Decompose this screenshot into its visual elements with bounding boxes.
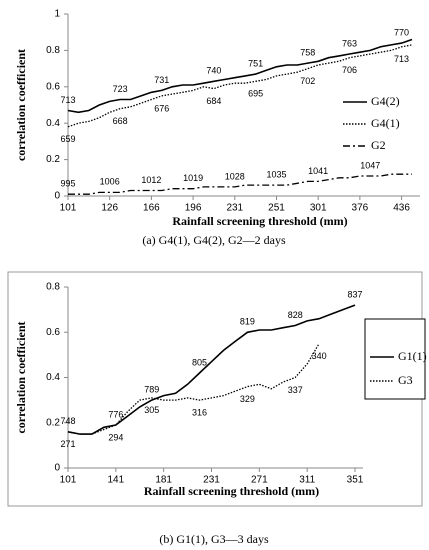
point-label: 340: [312, 351, 327, 361]
y-tick-label: 1: [54, 9, 60, 20]
y-tick-label: 0.2: [46, 154, 60, 165]
y-tick-label: 0.4: [46, 118, 60, 129]
y-tick-label: 0.6: [46, 81, 60, 92]
point-label: 776: [108, 409, 123, 419]
point-label: 731: [154, 75, 169, 85]
x-tick-label: 251: [268, 203, 285, 214]
y-tick-label: 0.2: [46, 417, 60, 428]
series-line: [67, 44, 413, 128]
point-label: 828: [288, 310, 303, 320]
point-label: 758: [300, 48, 315, 58]
point-label: 748: [60, 416, 75, 426]
point-label: 723: [113, 84, 128, 94]
series-line: [68, 173, 412, 195]
y-axis-title: correlation coefficient: [14, 321, 28, 433]
x-tick-label: 311: [299, 475, 315, 486]
point-label: 659: [60, 134, 75, 144]
point-label: 1047: [360, 160, 380, 170]
x-tick-label: 436: [393, 203, 410, 214]
point-label: 713: [60, 95, 75, 105]
point-label: 1041: [308, 166, 328, 176]
x-tick-label: 301: [310, 203, 327, 214]
point-label: 1028: [225, 171, 245, 181]
point-label: 763: [342, 38, 357, 48]
point-label: 695: [248, 89, 263, 99]
point-label: 819: [240, 317, 255, 327]
point-label: 995: [60, 179, 75, 189]
x-tick-label: 101: [60, 475, 77, 486]
x-tick-label: 376: [352, 203, 369, 214]
chart-frame: [7, 271, 423, 507]
legend-label: G4(2): [371, 94, 400, 108]
caption: (a) G4(1), G4(2), G2—2 days: [142, 233, 286, 247]
series-line: [67, 38, 413, 114]
y-tick-label: 0: [54, 463, 60, 474]
x-tick-label: 101: [60, 203, 77, 214]
legend-label: G3: [398, 373, 413, 387]
point-label: 305: [144, 405, 159, 415]
point-label: 668: [113, 116, 128, 126]
point-label: 271: [60, 439, 75, 449]
point-label: 294: [108, 432, 123, 442]
point-label: 837: [347, 289, 362, 299]
x-tick-label: 231: [203, 475, 220, 486]
point-label: 329: [240, 394, 255, 404]
x-axis-title: Rainfall screening threshold (mm): [144, 484, 319, 498]
point-label: 805: [192, 357, 207, 367]
caption: (b) G1(1), G3—3 days: [159, 532, 269, 546]
series-line: [67, 304, 356, 435]
x-tick-label: 166: [143, 203, 160, 214]
y-tick-label: 0.6: [46, 327, 60, 338]
x-tick-label: 231: [226, 203, 243, 214]
legend-box: [364, 318, 426, 400]
x-tick-label: 351: [347, 475, 364, 486]
x-tick-label: 271: [251, 475, 268, 486]
legend-label: G1(1): [398, 349, 427, 363]
point-label: 1035: [266, 169, 286, 179]
point-label: 706: [342, 65, 357, 75]
point-label: 1012: [141, 175, 161, 185]
x-tick-label: 126: [101, 203, 118, 214]
point-label: 337: [288, 385, 303, 395]
y-tick-label: 0: [54, 191, 60, 202]
point-label: 789: [144, 385, 159, 395]
y-axis-title: correlation coefficient: [14, 49, 28, 161]
point-label: 684: [206, 96, 221, 106]
point-label: 676: [154, 103, 169, 113]
point-label: 751: [248, 58, 263, 68]
y-tick-label: 0.8: [46, 282, 60, 293]
y-tick-label: 0.4: [46, 372, 60, 383]
x-axis-title: Rainfall screening threshold (mm): [172, 214, 347, 228]
x-tick-label: 196: [185, 203, 202, 214]
point-label: 770: [394, 27, 409, 37]
point-label: 316: [192, 408, 207, 418]
series-line: [67, 343, 320, 435]
x-tick-label: 141: [107, 475, 124, 486]
point-label: 702: [300, 76, 315, 86]
legend-label: G2: [371, 138, 386, 152]
point-label: 740: [206, 66, 221, 76]
point-label: 713: [394, 54, 409, 64]
y-tick-label: 0.8: [46, 45, 60, 56]
point-label: 1019: [183, 173, 203, 183]
x-tick-label: 181: [155, 475, 172, 486]
point-label: 1006: [100, 177, 120, 187]
legend-label: G4(1): [371, 116, 400, 130]
